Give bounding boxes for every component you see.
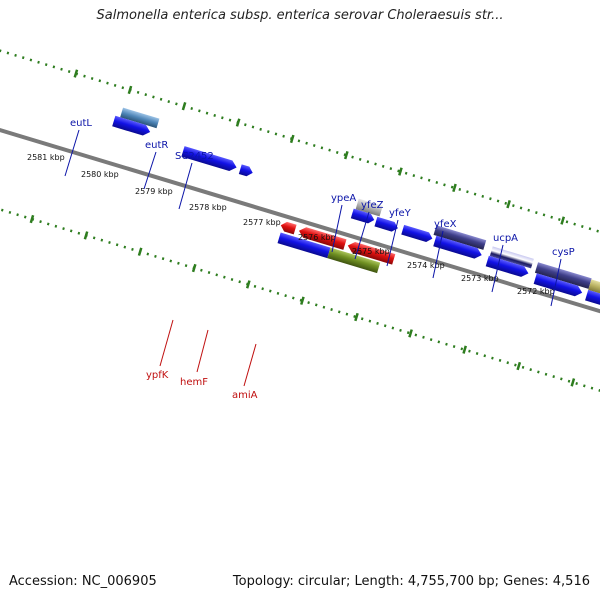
kbp-label-2575: 2575 kbp (352, 247, 390, 256)
leader-yfeX (432, 230, 444, 279)
gene-rev-olive[interactable] (327, 247, 381, 274)
gene-hemF[interactable] (297, 225, 347, 250)
kbp-tick-bottom-8 (462, 345, 468, 354)
leader-eutL (64, 129, 80, 177)
kbp-ticks-top (73, 69, 566, 225)
kbp-tick-bottom-6 (354, 312, 359, 322)
gene-label-cysP[interactable]: cysP (552, 247, 575, 258)
kbp-tick-top-4 (289, 134, 295, 144)
gene-label-yfeX[interactable]: yfeX (434, 219, 457, 230)
kbp-label-2579: 2579 kbp (135, 187, 173, 196)
genome-backbone (0, 109, 600, 351)
reverse-gene-labels: ypfK hemF amiA (146, 370, 258, 401)
kbp-tick-top-9 (560, 216, 566, 225)
gene-label-yfeY[interactable]: yfeY (389, 208, 412, 219)
gene-eutR[interactable] (181, 146, 238, 173)
kbp-label-2576: 2576 kbp (298, 233, 336, 242)
leader-ucpA (491, 244, 504, 293)
leader-yfeY (386, 219, 399, 267)
leader-cysP (550, 258, 562, 307)
kbp-tick-bottom-5 (300, 296, 305, 305)
reverse-label-leaders (159, 319, 257, 387)
gene-ucpA[interactable] (489, 246, 534, 269)
kbp-tick-top-7 (452, 183, 457, 193)
kbp-tick-top-5 (343, 151, 349, 160)
accession-label: Accession: NC_006905 (9, 574, 157, 589)
gene-label-ypfK[interactable]: ypfK (146, 370, 169, 381)
gene-label-ypeA[interactable]: ypeA (331, 193, 356, 204)
gene-label-eutR[interactable]: eutR (145, 140, 168, 151)
gene-yfeY[interactable] (401, 224, 434, 244)
gene-label-SC2452[interactable]: SC2452 (175, 151, 214, 162)
gene-arrow-downstream[interactable] (585, 289, 600, 314)
kbp-label-2572: 2572 kbp (517, 287, 555, 296)
gene-amiA[interactable] (346, 240, 396, 265)
gene-arrow-yfeX[interactable] (433, 235, 483, 261)
leader-eutR (143, 151, 157, 190)
kbp-tick-bottom-4 (245, 280, 251, 289)
forward-gene-labels: eutL eutR SC2452 ypeA yfeZ yfeY yfeX ucp… (70, 118, 575, 258)
kbp-tick-bottom-0 (29, 214, 35, 224)
kbp-label-2578: 2578 kbp (189, 203, 227, 212)
kbp-tick-top-0 (73, 69, 79, 78)
kbp-tick-bottom-3 (191, 263, 197, 273)
gene-cysP[interactable] (534, 262, 592, 289)
leader-amiA (243, 343, 257, 387)
gene-label-hemF[interactable]: hemF (180, 377, 208, 388)
gene-label-yfeZ[interactable]: yfeZ (361, 200, 384, 211)
gene-yfeX[interactable] (433, 225, 487, 250)
gene-arrow-1[interactable] (112, 115, 152, 138)
gene-arrow-cysP[interactable] (533, 273, 584, 298)
kbp-tick-top-1 (127, 85, 133, 95)
kbp-label-2574: 2574 kbp (407, 261, 445, 270)
leader-hemF (196, 329, 209, 373)
leader-ypeA (331, 204, 343, 253)
gene-label-eutL[interactable]: eutL (70, 118, 92, 129)
scale-track-bottom (0, 183, 600, 423)
kbp-tick-top-3 (235, 118, 241, 127)
kbp-tick-top-2 (181, 102, 187, 111)
kbp-tick-top-6 (398, 167, 403, 176)
gene-rev-blue[interactable] (277, 232, 331, 259)
gene-label-ucpA[interactable]: ucpA (493, 233, 518, 244)
leader-ypfK (159, 319, 174, 367)
gene-yfeZ[interactable] (374, 216, 399, 233)
kbp-ticks-bottom (29, 214, 576, 387)
kbp-tick-bottom-7 (408, 329, 413, 338)
kbp-tick-bottom-10 (570, 378, 576, 387)
gene-SC2452[interactable] (238, 164, 254, 177)
gene-arrow-ypeA[interactable] (350, 208, 376, 225)
kbp-label-2581: 2581 kbp (27, 153, 65, 162)
leader-yfeZ (354, 211, 370, 260)
genome-summary: Topology: circular; Length: 4,755,700 bp… (232, 574, 590, 589)
forward-label-leaders (64, 129, 562, 307)
kbp-label-2577: 2577 kbp (243, 218, 281, 227)
kbp-tick-top-8 (506, 200, 511, 209)
kbp-tick-bottom-2 (137, 247, 143, 256)
gene-label-amiA[interactable]: amiA (232, 390, 258, 401)
kbp-tick-bottom-9 (516, 361, 522, 371)
gene-eutL[interactable] (120, 107, 160, 129)
gene-ypeA[interactable] (355, 198, 383, 217)
kbp-tick-bottom-1 (83, 231, 89, 240)
gene-downstream[interactable] (588, 279, 600, 302)
leader-SC2452 (178, 162, 193, 210)
kbp-label-2573: 2573 kbp (461, 274, 499, 283)
scale-track-top (0, 37, 600, 278)
gene-ypfK[interactable] (279, 220, 297, 235)
genome-title: Salmonella enterica subsp. enterica sero… (96, 8, 504, 23)
kbp-label-2580: 2580 kbp (81, 170, 119, 179)
gene-arrow-ucpA[interactable] (485, 255, 530, 279)
